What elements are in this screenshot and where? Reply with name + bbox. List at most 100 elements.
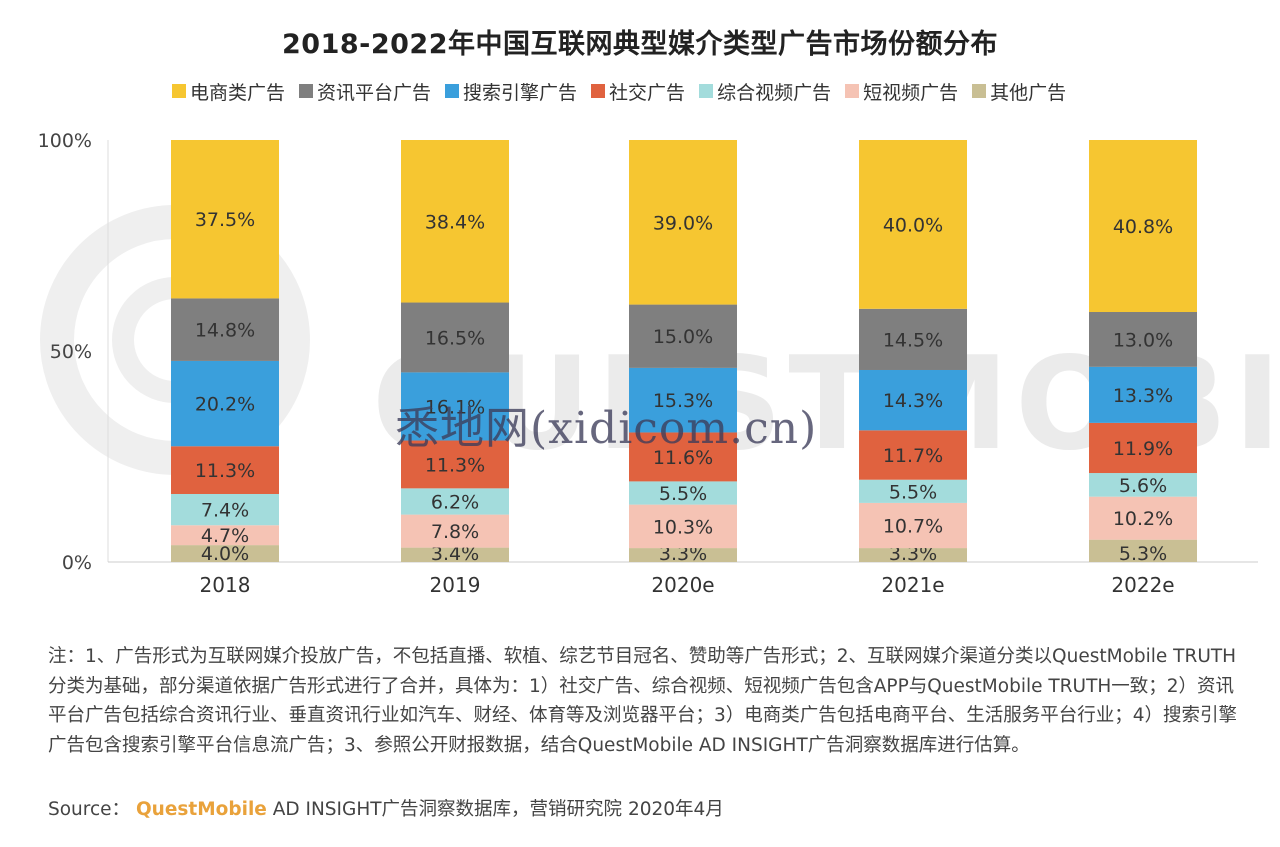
legend-label: 短视频广告 <box>863 81 959 104</box>
data-label: 15.0% <box>653 326 713 348</box>
legend-swatch <box>299 84 314 98</box>
legend-swatch <box>172 84 186 98</box>
legend-item: 综合视频广告 <box>699 78 831 105</box>
x-tick-label: 2021e <box>881 573 944 597</box>
legend-item: 搜索引擎广告 <box>445 78 577 105</box>
data-label: 5.6% <box>1119 475 1167 497</box>
data-label: 3.3% <box>659 543 707 565</box>
data-label: 11.7% <box>883 445 943 467</box>
legend-swatch <box>972 84 987 98</box>
data-label: 40.8% <box>1113 216 1173 238</box>
legend-label: 搜索引擎广告 <box>463 81 578 104</box>
source-line: Source： QuestMobile AD INSIGHT广告洞察数据库，营销… <box>48 795 724 821</box>
bar-segment <box>1089 473 1197 497</box>
data-label: 3.4% <box>431 543 479 565</box>
bar-segment <box>401 140 509 303</box>
x-tick-label: 2020e <box>651 573 714 597</box>
data-label: 13.0% <box>1113 329 1173 351</box>
footnote-text: 注：1、广告形式为互联网媒介投放广告，不包括直播、软植、综艺节目冠名、赞助等广告… <box>48 646 1238 756</box>
data-label: 16.5% <box>425 327 485 349</box>
legend-label: 电商类广告 <box>190 81 286 104</box>
data-label: 10.2% <box>1113 508 1173 530</box>
bar-segment <box>859 548 967 562</box>
source-rest: AD INSIGHT广告洞察数据库，营销研究院 2020年4月 <box>272 799 724 820</box>
bar-segment <box>171 298 279 361</box>
y-tick-label: 0% <box>62 552 92 574</box>
data-label: 20.2% <box>195 394 255 416</box>
bar-segment <box>1089 422 1197 474</box>
bar-segment <box>859 369 967 431</box>
bar-segment <box>629 481 737 505</box>
bar-segment <box>629 504 737 549</box>
data-label: 5.5% <box>659 483 707 505</box>
data-label: 6.2% <box>431 491 479 513</box>
legend-item: 社交广告 <box>591 78 685 105</box>
data-label: 5.5% <box>889 481 937 503</box>
data-label: 16.1% <box>425 396 485 418</box>
legend-item: 电商类广告 <box>172 78 285 105</box>
legend-label: 其他广告 <box>990 81 1067 104</box>
legend-swatch <box>699 84 714 98</box>
data-label: 4.0% <box>201 543 249 565</box>
bar-segment <box>1089 366 1197 423</box>
data-label: 15.3% <box>653 390 713 412</box>
data-label: 40.0% <box>883 214 943 236</box>
chart-title: 2018-2022年中国互联网典型媒介类型广告市场份额分布 <box>282 29 998 60</box>
x-tick-label: 2019 <box>430 573 481 597</box>
chart-legend: 电商类广告 资讯平台广告 搜索引擎广告 社交广告 综合视频广告 短视频广告 其他广告 <box>172 76 1212 106</box>
bar-segment <box>629 367 737 433</box>
data-label: 13.3% <box>1113 385 1173 407</box>
legend-item: 短视频广告 <box>845 78 958 105</box>
y-tick-label: 100% <box>38 130 92 152</box>
data-label: 10.3% <box>653 516 713 538</box>
bar-segment <box>171 140 279 299</box>
bar-segment <box>859 479 967 503</box>
bar-segment <box>401 440 509 489</box>
bar-segment <box>859 430 967 480</box>
bar-segment <box>859 308 967 370</box>
data-label: 4.7% <box>201 525 249 547</box>
bar-segment <box>1089 496 1197 540</box>
data-label: 10.7% <box>883 515 943 537</box>
data-label: 38.4% <box>425 211 485 233</box>
x-tick-label: 2018 <box>200 573 251 597</box>
data-label: 11.6% <box>653 447 713 469</box>
bar-segment <box>1089 312 1197 367</box>
bar-segment <box>1089 539 1197 562</box>
y-tick-label: 50% <box>50 341 92 363</box>
legend-swatch <box>845 84 860 98</box>
legend-swatch <box>591 84 606 98</box>
legend-label: 资讯平台广告 <box>317 81 432 104</box>
bar-segment <box>1089 140 1197 313</box>
bar-segment <box>401 488 509 515</box>
stacked-bar-chart: QUESTMOBILE0%50%100%4.0%4.7%7.4%11.3%20.… <box>38 130 1280 597</box>
data-label: 14.3% <box>883 390 943 412</box>
bar-segment <box>629 432 737 482</box>
data-label: 37.5% <box>195 209 255 231</box>
data-label: 14.8% <box>195 320 255 342</box>
data-label: 14.5% <box>883 329 943 351</box>
bar-segment <box>629 548 737 562</box>
source-brand: QuestMobile <box>135 799 267 820</box>
legend-label: 综合视频广告 <box>717 81 832 104</box>
legend-label: 社交广告 <box>609 81 686 104</box>
data-label: 11.3% <box>425 454 485 476</box>
legend-item: 资讯平台广告 <box>299 78 431 105</box>
legend-swatch <box>445 84 460 98</box>
source-prefix: Source： <box>48 799 131 820</box>
data-label: 11.9% <box>1113 438 1173 460</box>
watermark-text: 悉地网(xidicom.cn) <box>395 403 818 454</box>
bar-segment <box>859 502 967 549</box>
data-label: 3.3% <box>889 543 937 565</box>
bar-segment <box>171 493 279 526</box>
x-tick-label: 2022e <box>1111 573 1174 597</box>
bar-segment <box>859 140 967 309</box>
data-label: 39.0% <box>653 212 713 234</box>
data-label: 7.4% <box>201 500 249 522</box>
data-label: 11.3% <box>195 460 255 482</box>
bar-segment <box>171 446 279 494</box>
bar-segment <box>629 140 737 305</box>
bar-segment <box>171 545 279 562</box>
bar-segment <box>401 372 509 441</box>
